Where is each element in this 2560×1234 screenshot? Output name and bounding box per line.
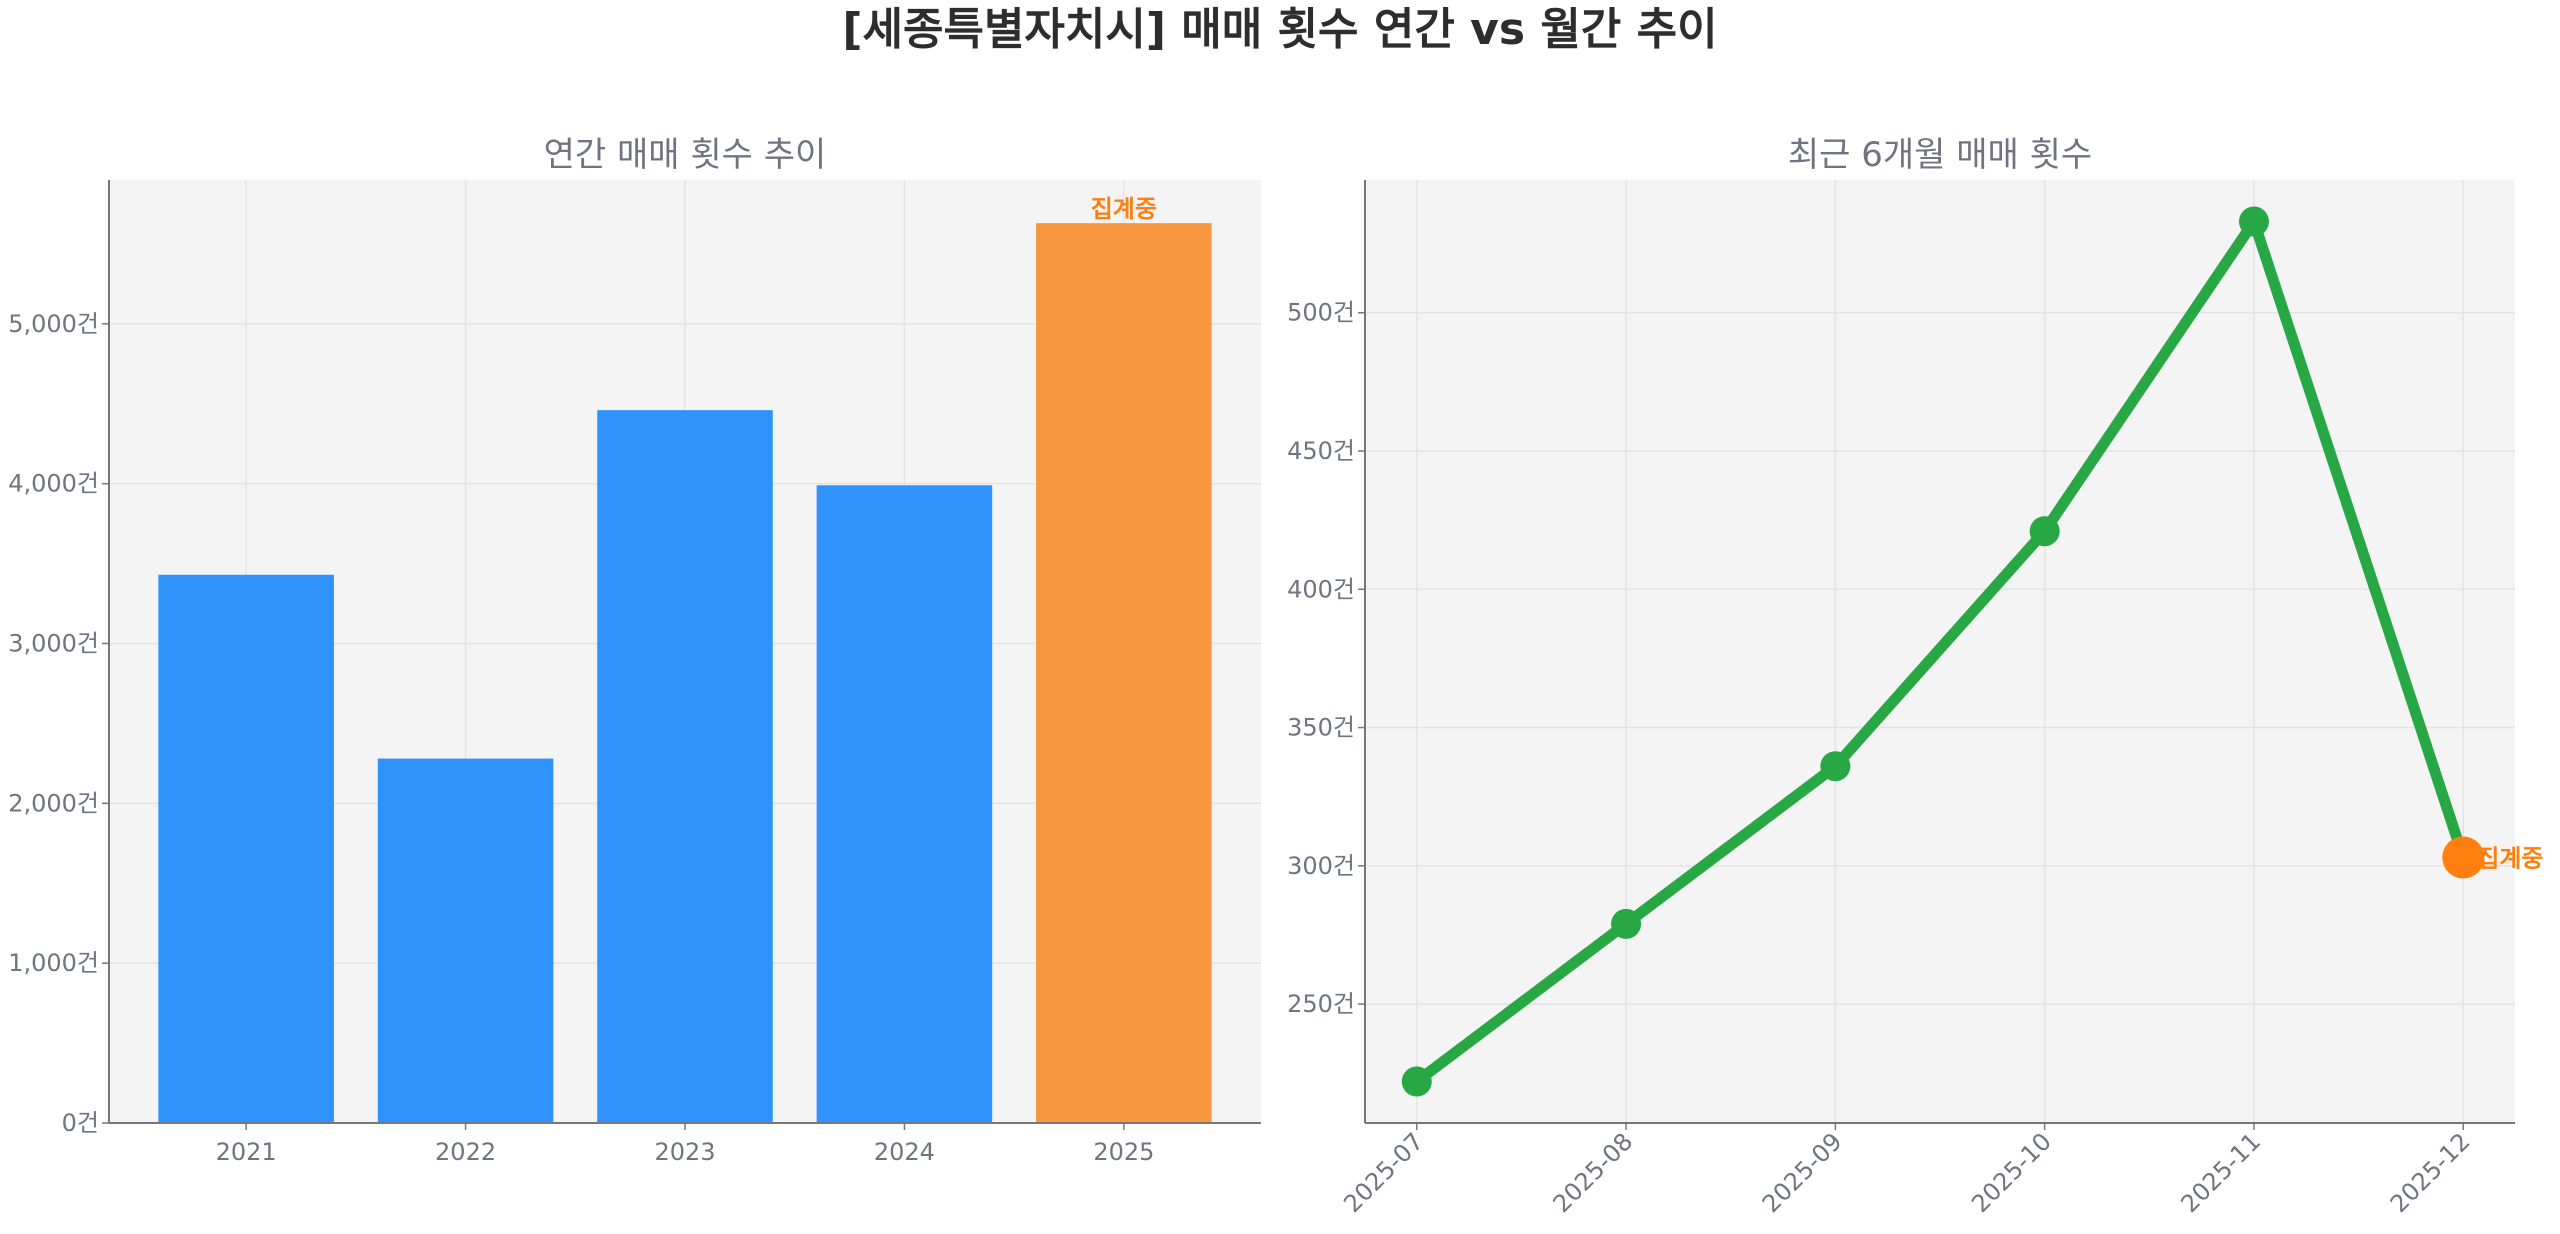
x-tick-label: 2025-07 — [1338, 1127, 1429, 1218]
subplot-title: 연간 매매 횟수 추이 — [544, 135, 827, 175]
y-tick-label: 0건 — [62, 1109, 99, 1137]
x-tick-label: 2021 — [216, 1138, 277, 1166]
y-tick-label: 1,000건 — [8, 949, 99, 977]
bar-annotation: 집계중 — [1091, 195, 1157, 223]
x-tick-label: 2022 — [435, 1138, 496, 1166]
data-point-2025-11 — [2238, 206, 2269, 237]
data-point-2025-08 — [1611, 908, 1642, 939]
y-tick-label: 500건 — [1287, 299, 1355, 327]
bar-2022 — [377, 758, 554, 1123]
series-line — [1413, 209, 2469, 1086]
y-tick-label: 300건 — [1287, 852, 1355, 880]
x-tick-label: 2025-11 — [2175, 1127, 2266, 1218]
x-tick-label: 2024 — [874, 1138, 935, 1166]
y-tick-label: 5,000건 — [8, 310, 99, 338]
data-point-2025-09 — [1820, 751, 1851, 782]
data-point-2025-10 — [2029, 516, 2060, 547]
y-tick-label: 350건 — [1287, 714, 1355, 742]
y-tick-label: 400건 — [1287, 575, 1355, 603]
bar-2025 — [1036, 223, 1212, 1123]
bar-2021 — [158, 574, 334, 1123]
y-tick-label: 3,000건 — [8, 630, 99, 658]
figure-title: [세종특별자치시] 매매 횟수 연간 vs 월간 추이 — [842, 4, 1717, 55]
y-tick-label: 450건 — [1287, 437, 1355, 465]
point-annotation: 집계중 — [2477, 845, 2543, 873]
data-point-2025-07 — [1401, 1066, 1432, 1097]
line-chart: 최근 6개월 매매 횟수 250건 300건 350건 400건 450건 500건 2025… — [1287, 135, 2543, 1218]
x-tick-label: 2025-09 — [1757, 1127, 1848, 1218]
x-tick-label: 2025-08 — [1548, 1127, 1639, 1218]
y-tick-label: 250건 — [1287, 990, 1355, 1018]
y-tick-label: 2,000건 — [8, 789, 99, 817]
bar-2024 — [816, 485, 993, 1124]
subplot-title: 최근 6개월 매매 횟수 — [1788, 135, 2092, 175]
bar-2023 — [597, 410, 773, 1123]
x-tick-label: 2025 — [1093, 1138, 1154, 1166]
bar-chart: 연간 매매 횟수 추이 0건 1,000건 2,000건 3,000건 4,000건 5,0… — [8, 135, 1261, 1166]
y-tick-label: 4,000건 — [8, 470, 99, 498]
x-tick-label: 2023 — [654, 1138, 715, 1166]
data-point-2025-12 — [2442, 836, 2485, 879]
x-tick-label: 2025-10 — [1966, 1127, 2057, 1218]
x-tick-label: 2025-12 — [2385, 1127, 2476, 1218]
